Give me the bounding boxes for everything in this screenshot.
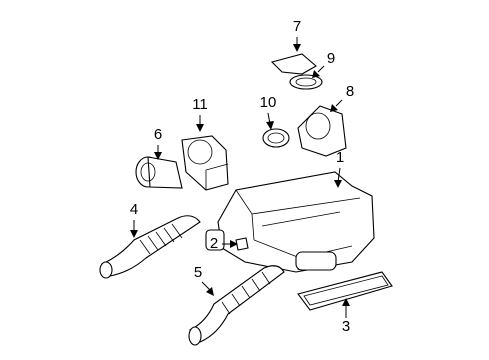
leader-arrows — [130, 37, 350, 318]
drawing — [99, 53, 393, 346]
callout-label: 5 — [194, 264, 202, 281]
bracket — [270, 53, 317, 75]
callout-label: 8 — [346, 83, 354, 100]
callout-label: 3 — [342, 318, 350, 335]
intake-housing — [297, 105, 347, 157]
callout-label: 2 — [210, 235, 218, 252]
callout-label: 7 — [293, 18, 301, 35]
callout-label: 6 — [154, 126, 162, 143]
callout-label: 10 — [260, 94, 277, 111]
clip — [235, 237, 249, 251]
hose-lower — [189, 265, 285, 343]
callout-label: 4 — [130, 201, 138, 218]
hose-upper-end — [99, 261, 113, 279]
air-box-outlet — [295, 251, 337, 271]
ring — [262, 128, 290, 148]
callout-label: 11 — [192, 96, 208, 113]
seal — [289, 74, 323, 90]
callout-label: 9 — [327, 50, 335, 67]
filter — [297, 271, 393, 311]
air-box — [217, 171, 375, 273]
air-box-inlet — [205, 229, 225, 251]
hose-lower-end — [188, 326, 202, 346]
hose-upper — [101, 215, 201, 277]
callout-label: 1 — [336, 149, 344, 166]
callout-labels: 1 2 3 4 5 6 7 8 9 10 11 — [130, 18, 354, 335]
